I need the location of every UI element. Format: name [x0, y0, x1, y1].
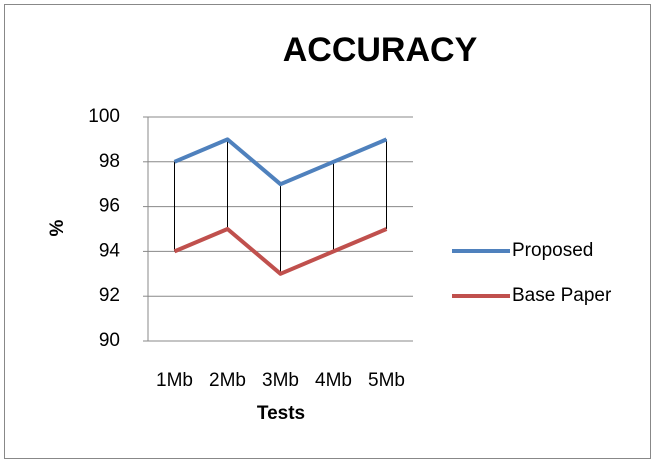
legend-label: Proposed	[512, 240, 593, 261]
y-tick-label: 92	[99, 285, 120, 306]
x-tick-label: 5Mb	[368, 370, 405, 391]
legend-label: Base Paper	[512, 285, 612, 306]
y-tick-label: 90	[99, 330, 120, 351]
y-tick-label: 100	[88, 106, 120, 127]
chart-title: ACCURACY	[283, 31, 478, 69]
x-axis-label: Tests	[257, 403, 305, 424]
x-tick-label: 1Mb	[156, 370, 193, 391]
series-line	[173, 137, 388, 187]
y-tick-label: 96	[99, 196, 120, 217]
series-line	[173, 227, 388, 276]
y-axis-label: %	[47, 219, 68, 236]
x-tick-label: 4Mb	[315, 370, 352, 391]
y-tick-label: 98	[99, 151, 120, 172]
x-tick-label: 3Mb	[262, 370, 299, 391]
chart-border	[4, 4, 651, 459]
x-tick-label: 2Mb	[209, 370, 246, 391]
y-tick-label: 94	[99, 240, 121, 261]
